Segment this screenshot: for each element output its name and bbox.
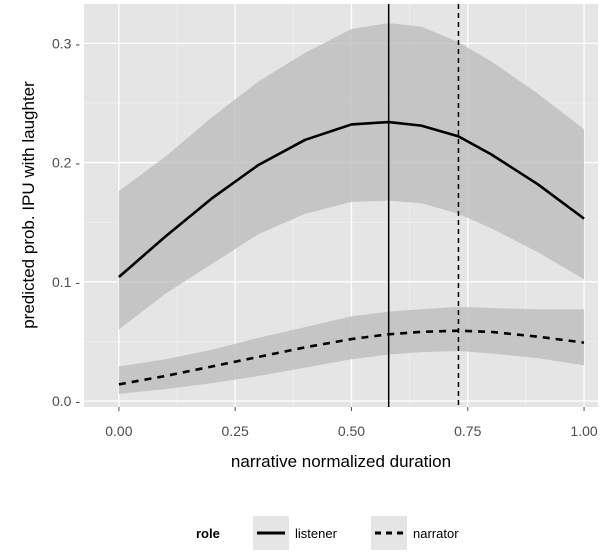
confidence-ribbons: [118, 23, 585, 394]
legend: role listener narrator: [196, 516, 459, 550]
ribbon-narrator: [118, 306, 585, 394]
reference-lines: [387, 4, 460, 407]
y-tick-label: 0.3 -: [52, 35, 80, 51]
x-tick-label: 0.25: [222, 423, 249, 439]
y-tick-label: 0.0 -: [52, 393, 80, 409]
series-lines: [118, 120, 585, 386]
x-axis-title: narrative normalized duration: [231, 452, 451, 471]
legend-label-narrator: narrator: [413, 526, 459, 541]
y-tick-label: 0.1 -: [52, 274, 80, 290]
y-tick-label: 0.2 -: [52, 155, 80, 171]
legend-title: role: [196, 526, 220, 541]
line-listener: [118, 120, 585, 279]
ribbon-listener: [118, 23, 585, 330]
y-axis-title: predicted prob. IPU with laughter: [19, 81, 38, 329]
x-tick-label: 1.00: [570, 423, 597, 439]
x-axis: 0.00 0.25 0.50 0.75 1.00: [105, 407, 598, 439]
x-tick-label: 0.50: [338, 423, 365, 439]
legend-label-listener: listener: [295, 526, 338, 541]
x-tick-label: 0.75: [454, 423, 481, 439]
y-axis: 0.0 - 0.1 - 0.2 - 0.3 -: [52, 35, 80, 409]
x-tick-label: 0.00: [105, 423, 132, 439]
